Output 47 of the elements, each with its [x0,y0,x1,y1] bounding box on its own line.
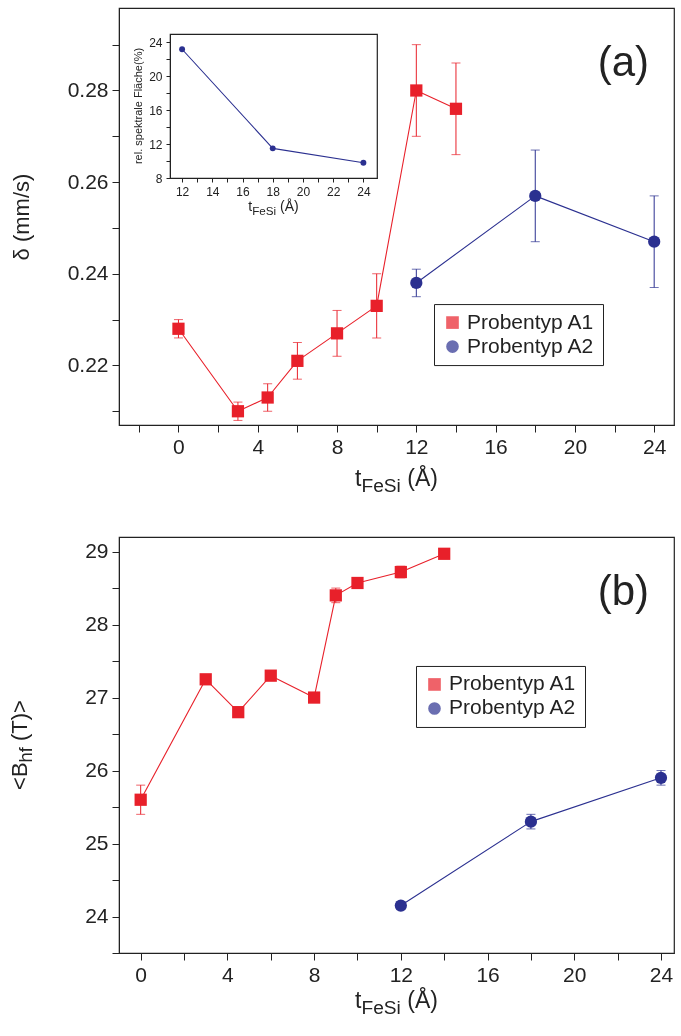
x-tick-label: 12 [405,434,429,458]
x-tick-label: 16 [484,434,508,458]
x-tick-label: 24 [649,962,674,986]
annotation: (a) [597,38,649,86]
y-tick-label: 29 [85,539,109,563]
x-tick-label: 20 [563,962,587,986]
y-tick-label: 28 [85,612,109,636]
x-tick-label: 0 [135,962,148,986]
y-tick-label: 25 [85,831,109,855]
x-tick-label: 0 [173,434,185,458]
y-tick-label: 0.24 [67,261,109,285]
x-tick-label: 12 [175,184,190,199]
x-tick-label: 14 [206,184,220,199]
y-tick-label: 12 [149,137,163,152]
y-tick-label: 24 [85,904,109,928]
legend-label: Probentyp A2 [467,333,594,357]
x-tick-label: 20 [563,434,588,458]
x-tick-label: 4 [222,962,235,986]
x-tick-label: 24 [357,184,371,199]
x-tick-label: 24 [643,434,667,458]
y-tick-label: 0.22 [67,352,109,376]
y-tick-label: 8 [155,171,163,186]
legend-label: Probentyp A2 [449,695,576,719]
y-tick-label: 20 [149,69,163,84]
y-axis-title: rel. spektrale Fläche(%) [132,47,144,165]
x-axis-title: t$_{FeSi}$ (Å) [248,198,299,217]
y-tick-label: 24 [149,35,163,50]
y-tick-label: 0.28 [67,77,109,101]
x-tick-label: 18 [266,184,281,199]
x-tick-label: 12 [389,962,414,986]
y-tick-label: 26 [85,758,109,782]
legend-label: Probentyp A1 [467,309,594,333]
annotation: (b) [597,567,649,615]
y-axis-title: δ (mm/s) [9,173,35,260]
x-tick-label: 22 [327,184,341,199]
x-tick-label: 4 [252,434,265,458]
x-tick-label: 8 [308,962,321,986]
x-axis-title: t$_{FeSi}$ (Å) [355,465,438,497]
x-tick-label: 20 [296,184,311,199]
x-tick-label: 16 [236,184,251,199]
y-tick-label: 27 [85,685,109,709]
x-axis-title: t$_{FeSi}$ (Å) [355,987,438,1019]
y-tick-label: 16 [149,103,163,118]
legend-label: Probentyp A1 [449,671,576,695]
y-tick-label: 0.26 [67,169,109,193]
x-tick-label: 8 [331,434,344,458]
x-tick-label: 16 [476,962,500,986]
